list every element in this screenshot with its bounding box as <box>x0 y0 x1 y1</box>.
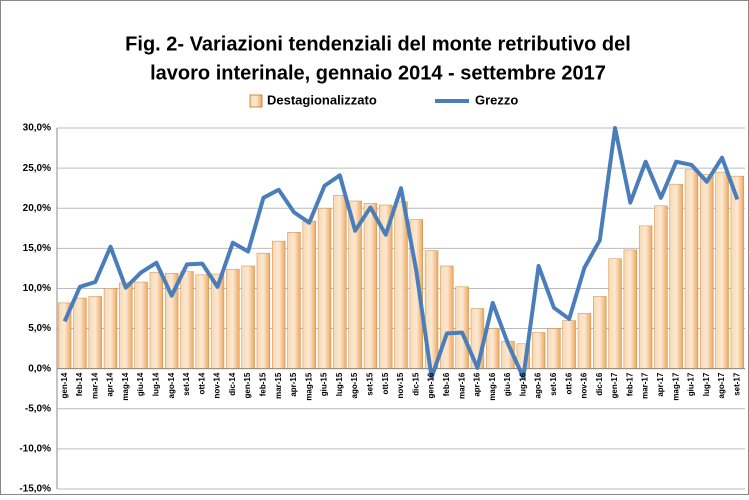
x-tick-label: gen-16 <box>427 372 436 398</box>
y-tick-label: 20,0% <box>23 203 51 214</box>
bar <box>180 271 194 369</box>
x-tick-label: mar-15 <box>274 372 283 399</box>
x-tick-label: feb-14 <box>75 372 84 396</box>
x-tick-label: apr-14 <box>106 372 115 397</box>
y-tick-label: 25,0% <box>23 163 51 174</box>
bar <box>531 332 546 369</box>
bar <box>623 249 638 369</box>
y-tick-label: 0,0% <box>28 363 51 374</box>
x-tick-label: lug-14 <box>151 372 160 396</box>
x-tick-label: mag-17 <box>671 372 680 401</box>
bar <box>195 274 209 369</box>
bar <box>103 288 118 369</box>
x-tick-label: set-15 <box>366 372 375 396</box>
x-tick-label: ago-16 <box>534 372 543 398</box>
y-tick-label: 15,0% <box>23 243 51 254</box>
x-tick-label: lug-17 <box>702 372 711 396</box>
x-tick-label: ott-14 <box>197 372 206 394</box>
x-tick-label: mag-14 <box>121 372 130 401</box>
bar <box>287 232 301 369</box>
bar <box>241 265 255 369</box>
x-tick-label: mag-15 <box>304 372 313 401</box>
x-tick-label: mag-16 <box>488 372 497 401</box>
bar <box>577 313 592 369</box>
bar <box>149 272 164 369</box>
x-tick-label: nov-15 <box>396 372 405 398</box>
x-tick-label: lug-16 <box>518 372 527 396</box>
x-tick-label: nov-16 <box>580 372 589 398</box>
x-tick-label: giu-14 <box>136 372 145 396</box>
legend-label: Destagionalizzato <box>267 92 377 107</box>
x-tick-label: feb-15 <box>259 372 268 396</box>
x-tick-label: dic-15 <box>411 372 420 396</box>
bar <box>455 286 469 369</box>
bar <box>547 328 561 369</box>
x-tick-label: ago-17 <box>717 372 726 398</box>
bar <box>394 201 408 369</box>
bar <box>638 225 653 369</box>
bar <box>684 169 699 369</box>
bar <box>256 252 271 369</box>
bar <box>562 320 576 369</box>
x-tick-label: apr-16 <box>473 372 482 397</box>
x-tick-label: giu-17 <box>687 372 696 396</box>
bar <box>654 205 668 369</box>
bar <box>715 171 729 369</box>
x-tick-label: feb-16 <box>442 372 451 396</box>
bar <box>669 183 683 369</box>
y-tick-label: 5,0% <box>28 323 51 334</box>
bar <box>333 195 347 369</box>
x-tick-label: dic-16 <box>595 372 604 396</box>
x-tick-label: set-17 <box>732 372 741 396</box>
bar <box>272 240 286 369</box>
bar <box>363 203 378 369</box>
chart-title: lavoro interinale, gennaio 2014 - settem… <box>150 62 606 84</box>
bar <box>593 296 607 369</box>
bar <box>486 328 500 369</box>
x-tick-label: dic-14 <box>228 372 237 396</box>
bar <box>608 258 622 369</box>
bar <box>302 220 316 369</box>
x-tick-label: set-14 <box>182 372 191 396</box>
bar <box>730 175 745 369</box>
x-tick-label: ago-15 <box>350 372 359 398</box>
bar <box>73 297 87 369</box>
bar <box>134 281 148 369</box>
x-tick-label: ott-16 <box>564 372 573 394</box>
line <box>62 126 740 380</box>
legend-label: Grezzo <box>475 92 518 107</box>
bar <box>700 174 714 369</box>
bar <box>226 268 240 369</box>
bar <box>119 282 133 369</box>
y-tick-label: -10,0% <box>19 444 51 455</box>
x-tick-label: ott-15 <box>381 372 390 394</box>
bar <box>440 265 454 369</box>
x-tick-label: nov-14 <box>213 372 222 398</box>
bar <box>317 207 332 369</box>
x-tick-label: mar-17 <box>641 372 650 399</box>
x-tick-label: gen-15 <box>243 372 252 398</box>
x-tick-label: apr-15 <box>289 372 298 397</box>
x-tick-label: feb-17 <box>625 372 634 396</box>
chart-title: Fig. 2- Variazioni tendenziali del monte… <box>125 33 631 55</box>
x-tick-label: set-16 <box>549 372 558 396</box>
y-tick-label: 30,0% <box>23 123 51 134</box>
x-tick-label: giu-15 <box>320 372 329 396</box>
x-tick-label: apr-17 <box>656 372 665 397</box>
x-tick-label: gen-14 <box>60 372 69 398</box>
y-tick-label: -5,0% <box>25 403 51 414</box>
x-tick-label: giu-16 <box>503 372 512 396</box>
y-tick-label: -15,0% <box>19 484 51 495</box>
x-tick-label: mar-16 <box>457 372 466 399</box>
x-tick-label: gen-17 <box>610 372 619 398</box>
x-tick-label: mar-14 <box>90 372 99 399</box>
x-tick-label: ago-14 <box>167 372 176 398</box>
x-tick-label: lug-15 <box>335 372 344 396</box>
bar <box>88 296 102 369</box>
legend-swatch <box>249 94 263 108</box>
y-tick-label: 10,0% <box>23 283 51 294</box>
